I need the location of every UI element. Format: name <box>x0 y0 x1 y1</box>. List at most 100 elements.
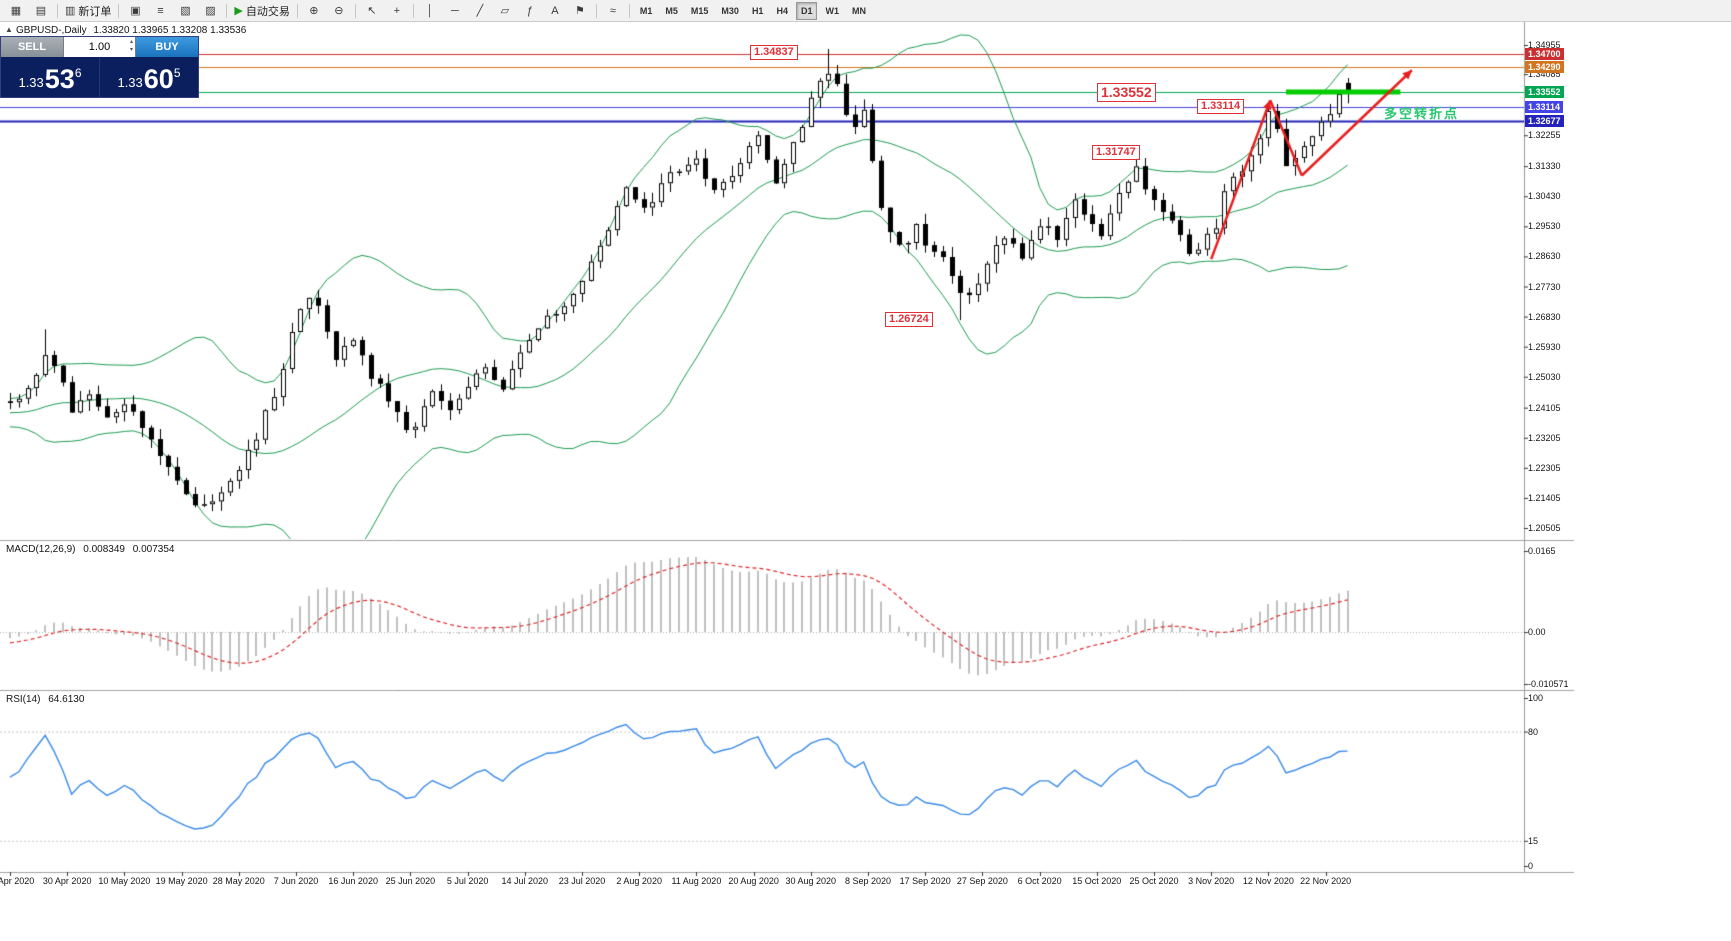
date-axis-label: 12 Nov 2020 <box>1242 876 1294 886</box>
arrow-tools-button[interactable]: ⚑ <box>568 2 592 20</box>
new-chart-icon: ▦ <box>10 4 22 17</box>
vertical-line-button[interactable]: │ <box>418 2 442 20</box>
one-click-collapse-icon[interactable]: ▲ <box>5 25 13 34</box>
sell-price-pips: 53 <box>44 64 75 94</box>
autotrading-button-label: 自动交易 <box>245 5 290 18</box>
autotrading-button[interactable]: ▶ 自动交易 <box>231 2 292 20</box>
toolbar-separator <box>226 3 228 18</box>
volume-spinner: ▴ ▾ <box>130 38 133 54</box>
volume-increase-button[interactable]: ▴ <box>129 39 133 45</box>
buy-button[interactable]: BUY <box>136 37 198 57</box>
price-axis-tick: 1.25030 <box>1528 371 1561 382</box>
timeframe-button-w1[interactable]: W1 <box>825 5 839 16</box>
macd-axis-tick: 0.00 <box>1528 627 1546 638</box>
buy-price[interactable]: 1.33 60 5 <box>99 57 198 97</box>
trendline-button[interactable]: ╱ <box>468 2 492 20</box>
toolbar-separator <box>296 3 298 18</box>
macd-value-main: 0.008349 <box>83 544 125 555</box>
buy-price-bigfigure: 1.33 <box>117 75 143 90</box>
price-axis-tag: 1.33552 <box>1525 85 1564 98</box>
price-axis-tick: 1.34085 <box>1528 69 1561 80</box>
data-window-button[interactable]: ≡ <box>148 2 172 20</box>
profiles-button[interactable]: ▤ <box>29 2 53 20</box>
cursor-icon: ↖ <box>367 4 377 17</box>
volume-decrease-button[interactable]: ▾ <box>129 47 133 53</box>
navigator-icon: ▧ <box>180 4 191 17</box>
indicators-icon: ≈ <box>609 4 616 17</box>
navigator-button[interactable]: ▧ <box>173 2 197 20</box>
price-axis-tick: 1.22305 <box>1528 462 1561 473</box>
price-axis-tick: 1.21405 <box>1528 492 1561 503</box>
crosshair-icon: + <box>393 4 401 17</box>
vertical-line-icon: │ <box>426 4 434 17</box>
new-order-button[interactable]: ▥ 新订单 <box>62 2 114 20</box>
zoom-out-icon: ⊖ <box>334 4 344 17</box>
date-axis-label: 25 Oct 2020 <box>1129 876 1179 886</box>
timeframe-button-h4[interactable]: H4 <box>776 5 788 16</box>
price-annotation[interactable]: 1.31747 <box>1092 145 1140 160</box>
price-axis-tick: 1.31330 <box>1528 161 1561 172</box>
price-annotation[interactable]: 1.33552 <box>1097 83 1156 102</box>
price-annotation[interactable]: 1.26724 <box>885 312 933 327</box>
date-axis-label: 8 Sep 2020 <box>844 876 892 886</box>
rsi-axis-tick: 0 <box>1528 861 1534 871</box>
toolbar-separator <box>595 3 597 18</box>
date-axis-label: 10 May 2020 <box>98 876 151 886</box>
sell-price-bigfigure: 1.33 <box>18 75 44 90</box>
timeframe-button-d1[interactable]: D1 <box>795 1 818 20</box>
price-axis-tag: 1.34290 <box>1525 61 1564 74</box>
price-axis-tick: 1.24105 <box>1528 402 1561 413</box>
macd-axis-tick: -0.010571 <box>1528 679 1569 689</box>
date-axis-label: 15 Oct 2020 <box>1072 876 1122 886</box>
rsi-axis-tick: 80 <box>1528 726 1539 737</box>
market-watch-icon: ▣ <box>130 4 141 17</box>
timeframe-button-m1[interactable]: M1 <box>639 5 653 16</box>
equidistant-channel-button[interactable]: ▱ <box>493 2 517 20</box>
zoom-out-button[interactable]: ⊖ <box>327 2 351 20</box>
price-axis-tick: 1.26830 <box>1528 311 1561 322</box>
price-axis-tick: 1.25930 <box>1528 341 1561 352</box>
sell-button[interactable]: SELL <box>1 37 63 57</box>
date-axis-label: 30 Apr 2020 <box>42 876 92 886</box>
date-axis-label: 28 May 2020 <box>212 876 265 886</box>
price-axis-tick: 1.32255 <box>1528 130 1561 141</box>
indicators-button[interactable]: ≈ <box>601 2 625 20</box>
cursor-button[interactable]: ↖ <box>360 2 384 20</box>
date-axis-label: 2 Aug 2020 <box>616 876 662 886</box>
sell-price[interactable]: 1.33 53 6 <box>1 57 99 97</box>
toolbar-separator <box>628 3 630 18</box>
macd-name: MACD(12,26,9) <box>6 544 76 555</box>
new-chart-button[interactable]: ▦ <box>4 2 28 20</box>
fibonacci-button[interactable]: ƒ <box>518 2 542 20</box>
crosshair-button[interactable]: + <box>385 2 409 20</box>
timeframe-button-m5[interactable]: M5 <box>665 5 678 16</box>
zoom-in-button[interactable]: ⊕ <box>302 2 326 20</box>
toolbar-separator <box>57 3 58 18</box>
timeframe-button-m15[interactable]: M15 <box>690 5 709 16</box>
rsi-name: RSI(14) <box>6 694 41 705</box>
timeframe-button-m30[interactable]: M30 <box>721 5 739 16</box>
market-watch-button[interactable]: ▣ <box>123 2 147 20</box>
date-axis-label: 22 Nov 2020 <box>1300 876 1352 886</box>
price-annotation[interactable]: 1.33114 <box>1197 99 1245 114</box>
date-axis-label: 17 Sep 2020 <box>899 876 951 886</box>
text-button[interactable]: A <box>543 2 567 20</box>
timeframe-button-mn[interactable]: MN <box>851 5 866 16</box>
toolbar-separator <box>118 3 120 18</box>
timeframe-button-h1[interactable]: H1 <box>751 5 764 16</box>
buy-price-pips: 60 <box>143 64 174 94</box>
turning-point-label[interactable]: 多空转折点 <box>1384 106 1460 121</box>
date-axis-label: 3 Nov 2020 <box>1188 876 1235 886</box>
volume-input[interactable]: 1.00 ▴ ▾ <box>63 37 136 57</box>
date-axis-label: 25 Jun 2020 <box>385 876 436 886</box>
horizontal-line-button[interactable]: ─ <box>443 2 467 20</box>
chart-ohlc: 1.33820 1.33965 1.33208 1.33536 <box>93 25 247 36</box>
date-axis-label: 27 Sep 2020 <box>956 876 1008 886</box>
terminal-button[interactable]: ▨ <box>198 2 222 20</box>
trendline-icon: ╱ <box>476 4 484 17</box>
price-annotation[interactable]: 1.34837 <box>750 45 798 60</box>
terminal-icon: ▨ <box>205 4 216 17</box>
new-order-button-label: 新订单 <box>78 5 112 18</box>
price-axis-tick: 1.27730 <box>1528 281 1561 292</box>
